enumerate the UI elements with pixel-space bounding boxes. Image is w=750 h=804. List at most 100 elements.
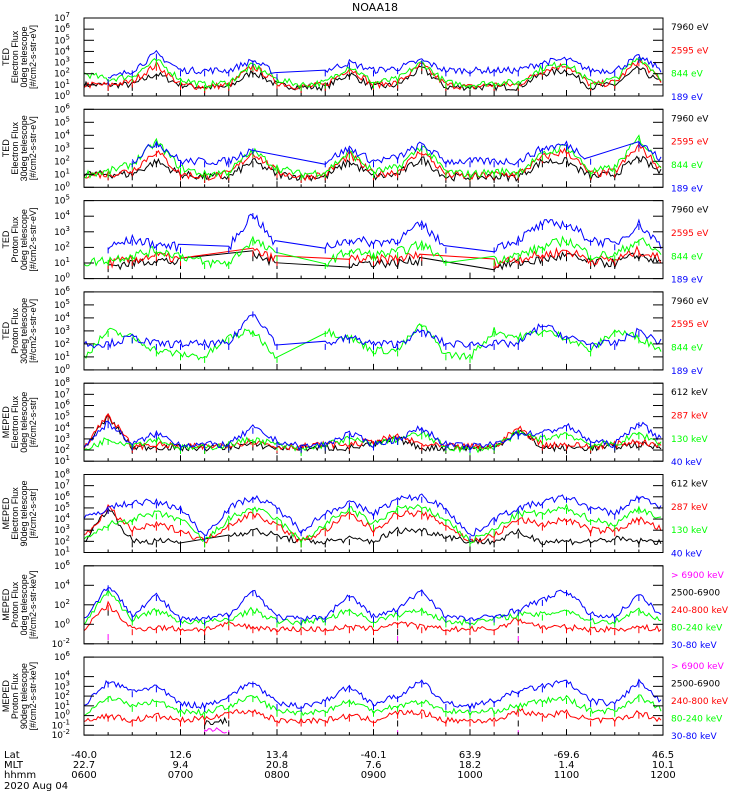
- series-2500-6900: [107, 609, 519, 641]
- y-axis-label-line: MEPED: [1, 588, 11, 621]
- series-line: [83, 235, 662, 269]
- legend-label: 612 keV: [671, 388, 708, 398]
- y-axis-label-line: [#/cm2-s-str-keV]: [28, 662, 38, 731]
- legend-label: 189 eV: [671, 93, 704, 103]
- series-line: [107, 250, 662, 271]
- y-axis-label-line: [#/cm2-s-str-eV]: [28, 116, 38, 180]
- y-tick-label: 10-2: [52, 637, 70, 650]
- legend-label: 80-240 keV: [671, 623, 723, 633]
- legend-label: 287 keV: [671, 412, 708, 422]
- x-tick-hhmm: 0900: [361, 770, 386, 781]
- y-axis-label-line: Electron Flux: [10, 122, 20, 175]
- y-axis-label-line: [#/cm2-s-str-eV]: [28, 208, 38, 272]
- x-tick-hhmm: 0800: [264, 770, 289, 781]
- legend-label: 189 eV: [671, 367, 704, 377]
- y-tick-label: 102: [54, 598, 70, 611]
- series-844-ev: [83, 235, 664, 269]
- x-tick-hhmm: 0700: [168, 770, 193, 781]
- series-line: [83, 588, 662, 626]
- series-40-kev: [83, 420, 664, 453]
- y-axis-label-line: [#/cm2-s-str-eV]: [28, 25, 38, 89]
- panel-8: > 6900 keV 2500-6900 240-800 keV 80-240 keV…: [1, 650, 729, 742]
- series-line: [83, 587, 662, 623]
- x-row-label-mlt: MLT: [4, 760, 24, 771]
- legend-label: 612 keV: [671, 480, 708, 490]
- series-line: [131, 140, 662, 167]
- y-tick-label: 106: [54, 650, 70, 663]
- series-130-kev: [83, 503, 664, 548]
- x-tick-mlt: 18.2: [459, 760, 481, 771]
- y-tick-label: 100: [54, 89, 70, 102]
- legend-label: 2500-6900: [671, 680, 720, 690]
- y-tick-label: 106: [54, 285, 70, 298]
- series-line: [83, 600, 662, 634]
- series-844-ev: [83, 134, 664, 181]
- y-axis-label-line: Proton Flux: [10, 581, 20, 628]
- y-axis-label-line: [#/cm2-s-str-eV]: [28, 299, 38, 363]
- legend-label: 844 eV: [671, 344, 704, 354]
- date-label: 2020 Aug 04: [4, 781, 68, 792]
- y-axis-label: MEPED Proton Flux 0deg telescope [#/cm2-s-s…: [1, 571, 38, 640]
- legend-label: 40 keV: [671, 550, 703, 560]
- series-line: [83, 507, 662, 546]
- series-189-ev: [107, 49, 664, 86]
- y-axis-label-line: 30deg telescope: [19, 115, 29, 181]
- y-axis-label: TED Electron Flux 0deg telescope [#/cm2-s-s…: [1, 25, 38, 89]
- y-tick-label: 104: [54, 128, 70, 141]
- y-tick-label: 100: [54, 363, 70, 376]
- y-axis-label-line: Proton Flux: [10, 216, 20, 263]
- chart-title: NOAA18: [352, 1, 398, 14]
- x-tick-mlt: 9.4: [173, 760, 189, 771]
- panel-frame: [83, 291, 664, 371]
- legend-label: 189 eV: [671, 276, 704, 286]
- legend-label: 30-80 keV: [671, 732, 717, 742]
- y-axis-label-line: [#/cm2-s-str]: [28, 397, 38, 447]
- x-row-label-hhmm: hhmm: [4, 770, 36, 781]
- x-tick-mlt: 22.7: [73, 760, 95, 771]
- x-tick-lat: 13.4: [266, 750, 288, 761]
- y-axis-label-line: 0deg telescope: [19, 26, 29, 87]
- legend-label: 844 eV: [671, 161, 704, 171]
- series-line: [83, 504, 662, 544]
- y-tick-label: 104: [54, 209, 70, 222]
- legend-label: 2500-6900: [671, 588, 720, 598]
- y-tick-label: 100: [54, 272, 70, 285]
- x-tick-lat: 12.6: [169, 750, 191, 761]
- legend-label: 30-80 keV: [671, 641, 717, 651]
- y-tick-label: 102: [54, 240, 70, 253]
- y-axis-label-line: Electron Flux: [10, 30, 20, 83]
- y-axis-label: MEPED Electron Flux 90deg telescope [#/cm2-…: [1, 480, 38, 546]
- legend-label: 2595 eV: [671, 320, 709, 330]
- y-axis-label-line: TED: [1, 321, 11, 340]
- series-line: [83, 323, 662, 361]
- series--6900-kev: [107, 634, 519, 642]
- y-tick-label: 102: [54, 337, 70, 350]
- x-tick-lat: -40.0: [71, 750, 97, 761]
- y-tick-label: 105: [54, 298, 70, 311]
- series-line: [204, 716, 228, 726]
- series-line: [83, 503, 662, 545]
- series-line: [83, 678, 662, 711]
- y-tick-label: 101: [54, 167, 70, 180]
- y-axis-label-line: 90deg telescope: [19, 663, 29, 729]
- y-tick-label: 105: [54, 115, 70, 128]
- legend-label: 7960 eV: [671, 206, 709, 216]
- series-30-80-kev: [83, 585, 664, 626]
- legend-label: 2595 eV: [671, 229, 709, 239]
- x-tick-lat: -40.1: [361, 750, 387, 761]
- legend-label: 844 eV: [671, 70, 704, 80]
- y-axis-label-line: MEPED: [1, 406, 11, 439]
- series-line: [83, 694, 662, 717]
- series-line: [107, 245, 662, 269]
- y-axis-label: TED Electron Flux 30deg telescope [#/cm2-s-…: [1, 115, 38, 181]
- x-tick-hhmm: 1100: [554, 770, 579, 781]
- legend-label: 7960 eV: [671, 23, 709, 33]
- y-axis-label-line: TED: [1, 47, 11, 66]
- x-row-label-lat: Lat: [4, 750, 20, 761]
